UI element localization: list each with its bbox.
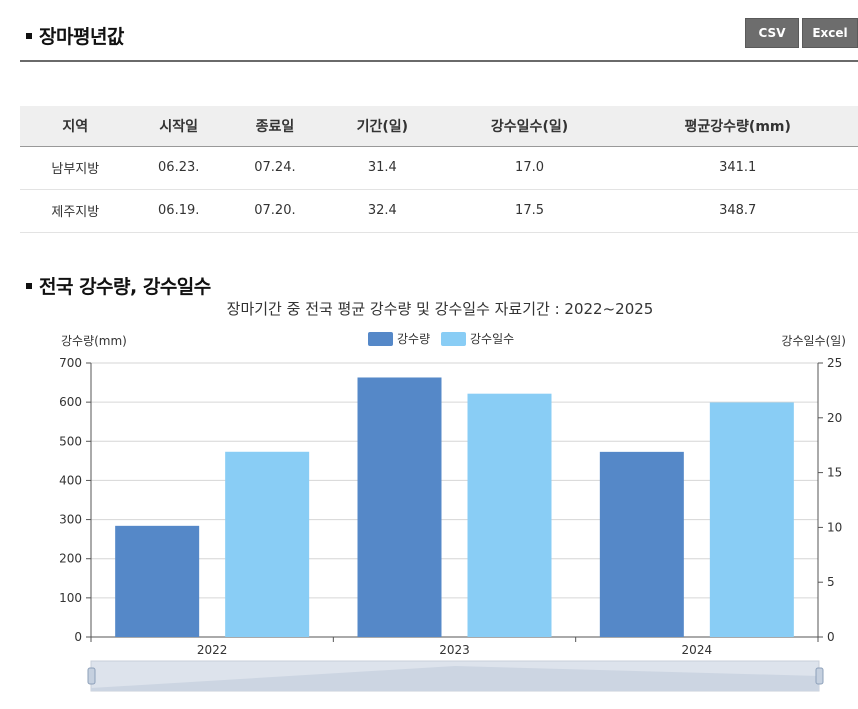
column-header-avg-precip: 평균강수량(mm): [617, 106, 858, 147]
column-header-rain-days: 강수일수(일): [441, 106, 618, 147]
bullet-icon: [26, 32, 32, 39]
y-tick-label-left: 400: [59, 473, 82, 487]
csv-download-button[interactable]: CSV: [745, 18, 799, 48]
bar-precipitation: [115, 525, 200, 637]
y-axis-title-left: 강수량(mm): [61, 334, 127, 348]
legend-label: 강수일수: [470, 332, 514, 346]
y-axis-title-right: 강수일수(일): [781, 334, 846, 348]
column-header-region: 지역: [20, 106, 131, 147]
y-tick-label-left: 0: [74, 630, 82, 644]
section-title-text: 전국 강수량, 강수일수: [39, 276, 211, 298]
cell-rain-days: 17.5: [441, 189, 618, 233]
x-tick-label: 2023: [439, 643, 470, 657]
y-tick-label-left: 300: [59, 513, 82, 527]
navigator-handle-left[interactable]: [87, 667, 96, 685]
bar-rain-days: [225, 451, 310, 637]
legend-label: 강수량: [397, 332, 430, 346]
y-tick-label-right: 10: [827, 520, 842, 534]
y-tick-label-left: 700: [59, 356, 82, 370]
navigator-handle-right[interactable]: [815, 667, 824, 685]
cell-duration: 31.4: [323, 146, 442, 190]
y-tick-label-right: 20: [827, 411, 842, 425]
excel-download-button[interactable]: Excel: [802, 18, 858, 48]
cell-rain-days: 17.0: [441, 146, 618, 190]
column-header-start-date: 시작일: [130, 106, 227, 147]
cell-avg-precip: 348.7: [617, 189, 858, 233]
table-row: 제주지방 06.19. 07.20. 32.4 17.5 348.7: [20, 189, 858, 233]
section-title-normal-values: 장마평년값: [26, 22, 124, 49]
x-tick-label: 2022: [197, 643, 228, 657]
y-tick-label-right: 5: [827, 575, 835, 589]
bar-precipitation: [599, 451, 684, 637]
bullet-icon: [26, 282, 32, 289]
bar-rain-days: [709, 402, 794, 637]
cell-end-date: 07.20.: [226, 189, 324, 233]
navigator-series-shape: [91, 666, 819, 691]
cell-start-date: 06.19.: [130, 189, 227, 233]
section-title-text: 장마평년값: [39, 26, 124, 48]
cell-duration: 32.4: [323, 189, 442, 233]
bar-precipitation: [357, 377, 442, 637]
normal-values-table: 지역 시작일 종료일 기간(일) 강수일수(일) 평균강수량(mm) 남부지방 …: [20, 106, 858, 233]
header-divider: [20, 60, 858, 62]
y-tick-label-left: 500: [59, 434, 82, 448]
column-header-end-date: 종료일: [226, 106, 324, 147]
chart-title: 장마기간 중 전국 평균 강수량 및 강수일수 자료기간 : 2022~2025: [226, 300, 654, 318]
cell-end-date: 07.24.: [226, 146, 324, 190]
bar-rain-days: [467, 393, 552, 637]
cell-region: 남부지방: [20, 146, 131, 190]
y-tick-label-left: 600: [59, 395, 82, 409]
y-tick-label-left: 100: [59, 591, 82, 605]
y-tick-label-right: 15: [827, 466, 842, 480]
table-header-row: 지역 시작일 종료일 기간(일) 강수일수(일) 평균강수량(mm): [20, 106, 858, 147]
cell-start-date: 06.23.: [130, 146, 227, 190]
table-row: 남부지방 06.23. 07.24. 31.4 17.0 341.1: [20, 146, 858, 190]
y-tick-label-right: 0: [827, 630, 835, 644]
cell-region: 제주지방: [20, 189, 131, 233]
y-tick-label-right: 25: [827, 356, 842, 370]
x-tick-label: 2024: [682, 643, 713, 657]
section-title-national-precip: 전국 강수량, 강수일수: [26, 272, 211, 299]
y-tick-label-left: 200: [59, 552, 82, 566]
legend-swatch: [368, 332, 393, 346]
column-header-duration: 기간(일): [323, 106, 442, 147]
legend-swatch: [441, 332, 466, 346]
cell-avg-precip: 341.1: [617, 146, 858, 190]
